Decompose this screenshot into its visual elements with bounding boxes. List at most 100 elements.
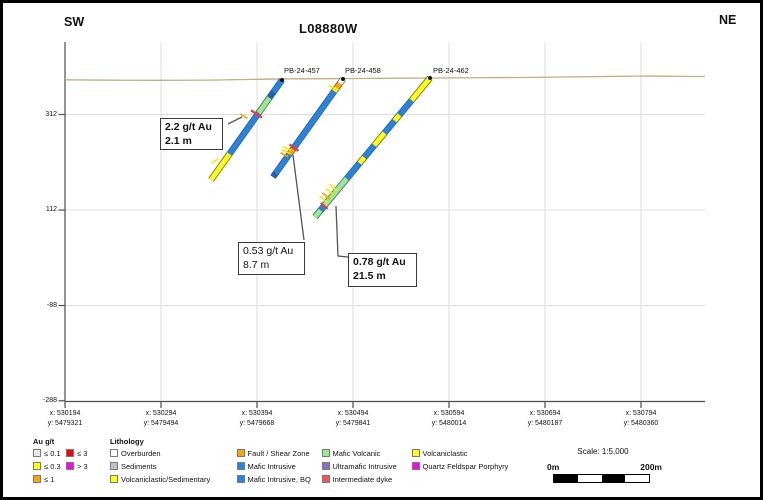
lith-mafic-intrusive [273,152,292,175]
legend-swatch [411,462,420,470]
assay-callout-3: 0.78 g/t Au 21.5 m [348,253,417,287]
lith-volcaniclastic-sedimentary [372,131,387,147]
assay-interval: 8.7 m [243,259,270,271]
assay-interval: 2.1 m [165,135,192,147]
collar-dot [280,78,284,82]
lith-mafic-intrusive [344,161,362,181]
leader-lines [227,116,349,258]
legend-item-lithology: Mafic Intrusive, BQ [236,475,311,484]
assay-tick-orange [321,192,331,200]
assay-callout-1: 2.2 g/t Au 2.1 m [160,118,223,150]
lith-mafic-intrusive-bq [267,90,276,100]
legend-swatch [110,462,118,470]
assay-tick-orange [280,151,289,158]
y-axis-label: 312 [45,110,57,118]
lith-fault-shear [287,147,295,156]
lith-volcaniclastic-sedimentary [392,113,402,123]
legend-au-title: Au g/t [33,437,55,446]
assay-tick-yellow [281,148,290,155]
legend-item-au: > 3 [66,462,88,471]
x-axis-label: x: 530794 y: 5480360 [623,410,659,427]
legend-swatch [33,462,41,470]
x-axis-label: x: 530494 y: 5479841 [335,410,371,427]
legend-item-lithology: Intermediate dyke [321,475,392,484]
legend-item-lithology: Overburden [110,449,161,458]
leader-callout-3 [335,205,349,258]
topography-line [64,75,706,82]
collar-dot [428,76,432,80]
leader-callout-1 [227,116,243,125]
gridlines [65,42,705,402]
assay-tick-red [320,202,329,210]
lith-mafic-volcanic [313,208,323,219]
lith-mafic-intrusive [397,98,414,117]
x-axis-label: x: 530194 y: 5479321 [47,410,83,427]
legend-item-lithology: Volcaniclastic [411,449,468,458]
legend-item-lithology: Sediments [110,462,156,471]
legend-item-lithology: Quartz Feldspar Porphyry [411,462,508,471]
lith-mafic-intrusive [382,119,397,135]
legend-swatch [321,462,330,470]
scale-label: Scale: 1:5,000 [577,447,629,456]
assay-tick-yellow [325,187,334,196]
legend-swatch [236,449,245,457]
legend-item-lithology: Fault / Shear Zone [236,449,310,458]
scale-start-label: 0m [547,461,560,472]
assay-tick-yellow [211,157,219,165]
lith-volcaniclastic-sedimentary [332,86,339,93]
hole-label-PB-24-462: PB-24-462 [433,65,469,75]
assay-tick-red [250,109,263,119]
lith-mafic-intrusive [362,143,377,159]
legend-swatch [33,475,41,483]
legend-item-au: ≤ 0.3 [33,462,61,471]
legend-swatch [321,475,330,483]
lith-mafic-intrusive [271,78,285,94]
legend-item-lithology: Mafic Volcanic [321,449,380,458]
lith-mafic-intrusive [290,89,337,151]
x-axis-label: x: 530394 y: 5479668 [239,410,275,427]
legend-item-au: ≤ 0.1 [33,449,61,458]
assay-grade: 0.53 g/t Au [243,245,294,257]
lith-volcaniclastic-sedimentary [208,152,232,182]
legend-item-lithology: Volcaniclastic/Sedimentary [110,475,210,484]
legend-item-lithology: Mafic Intrusive [236,462,296,471]
hole-label-PB-24-458: PB-24-458 [345,65,381,75]
legend-swatch [110,475,118,483]
drillhole-PB-24-462 [312,75,433,220]
lith-mafic-volcanic [256,96,272,115]
legend-swatch [66,462,74,470]
lith-mafic-intrusive [227,111,261,156]
orientation-left: SW [64,15,85,29]
y-axis-label: -288 [42,397,57,404]
x-axis-label: x: 530594 y: 5480014 [431,410,467,427]
legend-item-au: ≤ 3 [66,449,87,458]
y-axis-label: -88 [46,301,57,309]
legend-swatch [236,475,245,483]
leader-callout-2 [292,154,305,241]
axes [58,42,705,408]
y-axis-label: 112 [45,206,57,213]
legend-item-lithology: Ultramafic Intrusive [321,462,397,471]
scale-end-label: 200m [640,461,662,472]
section-title: L08880W [299,21,358,36]
drillhole-PB-24-458 [270,77,346,179]
collar-dot [341,77,345,81]
lith-mafic-intrusive-bq [270,171,278,179]
assay-tick-yellow [328,84,337,91]
legend-swatch [236,462,245,470]
lith-volcaniclastic-sedimentary [357,155,367,165]
legend-item-au: ≤ 1 [33,475,54,484]
assay-grade: 0.78 g/t Au [353,256,406,268]
assay-tick-red [288,143,300,152]
legend-swatch [411,449,420,457]
x-axis-label: x: 530694 y: 5480187 [527,410,563,427]
assay-grade: 2.2 g/t Au [165,121,212,133]
assay-tick-yellow [328,183,338,192]
lith-fault-shear [334,81,342,90]
legend-swatch [66,449,74,457]
lith-mafic-intrusive [318,204,326,212]
lith-mafic-volcanic [321,177,349,209]
assay-tick-orange [239,113,248,120]
assay-tick-yellow [319,195,328,204]
